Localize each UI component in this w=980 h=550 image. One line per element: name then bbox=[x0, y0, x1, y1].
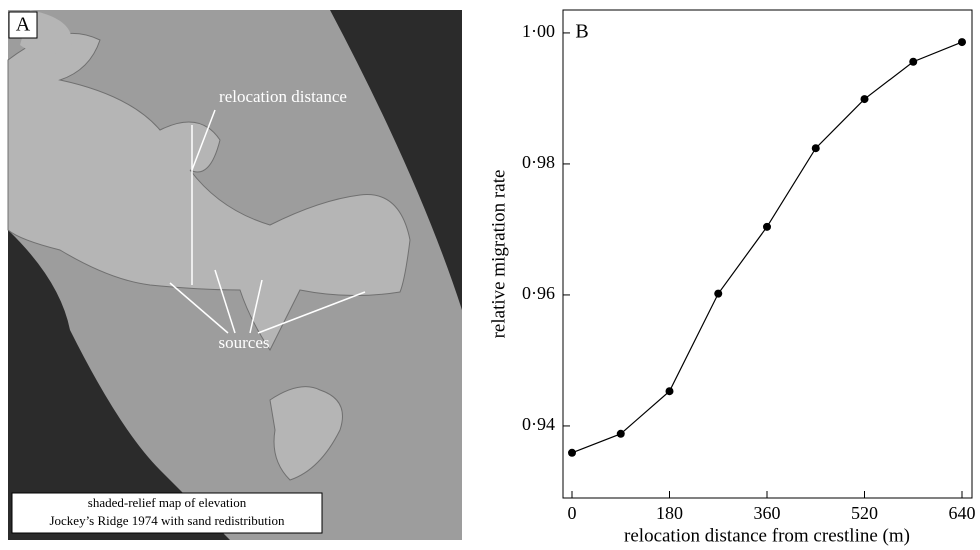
data-point bbox=[568, 448, 576, 457]
x-axis-title: relocation distance from crestline (m) bbox=[624, 525, 910, 546]
data-point bbox=[616, 429, 625, 438]
map-dark-region bbox=[8, 230, 230, 540]
caption-box bbox=[11, 492, 323, 534]
caption: Jockey’s Ridge 1974 with sand redistribu… bbox=[49, 513, 285, 528]
y-tick-label: 1·00 bbox=[522, 21, 555, 41]
annotation: sources bbox=[219, 333, 270, 352]
y-tick-label: 0·94 bbox=[522, 414, 555, 434]
dune-ridge bbox=[269, 386, 343, 481]
x-tick-label: 0 bbox=[568, 503, 577, 523]
chart-panel: B relocation distance from crestline (m)… bbox=[488, 9, 976, 546]
caption: shaded-relief map of elevation bbox=[88, 495, 247, 510]
panel-label: A bbox=[16, 14, 31, 36]
data-point bbox=[763, 222, 771, 231]
x-tick-label: 520 bbox=[851, 503, 878, 523]
y-tick-label: 0·96 bbox=[522, 283, 555, 303]
annotation-lines bbox=[169, 109, 366, 334]
x-tick-label: 360 bbox=[754, 503, 781, 523]
y-axis-title: relative migration rate bbox=[488, 170, 509, 339]
data-point bbox=[958, 38, 966, 47]
x-tick-label: 640 bbox=[949, 503, 976, 523]
x-tick-label: 180 bbox=[656, 503, 683, 523]
map-dark-region bbox=[330, 10, 462, 310]
data-line bbox=[571, 41, 963, 454]
data-point bbox=[860, 95, 869, 104]
plot-frame bbox=[562, 9, 973, 499]
dune-ridge bbox=[7, 32, 411, 351]
y-tick-label: 0·98 bbox=[522, 152, 555, 172]
annotation: relocation distance bbox=[219, 87, 347, 106]
panel-label: B bbox=[575, 21, 588, 43]
map-panel: A relocation distance sources shaded-rel… bbox=[7, 10, 462, 540]
data-point bbox=[909, 57, 918, 66]
data-point bbox=[811, 144, 820, 153]
data-point bbox=[714, 289, 723, 298]
panel-label-box bbox=[8, 11, 38, 39]
data-point bbox=[665, 387, 674, 396]
